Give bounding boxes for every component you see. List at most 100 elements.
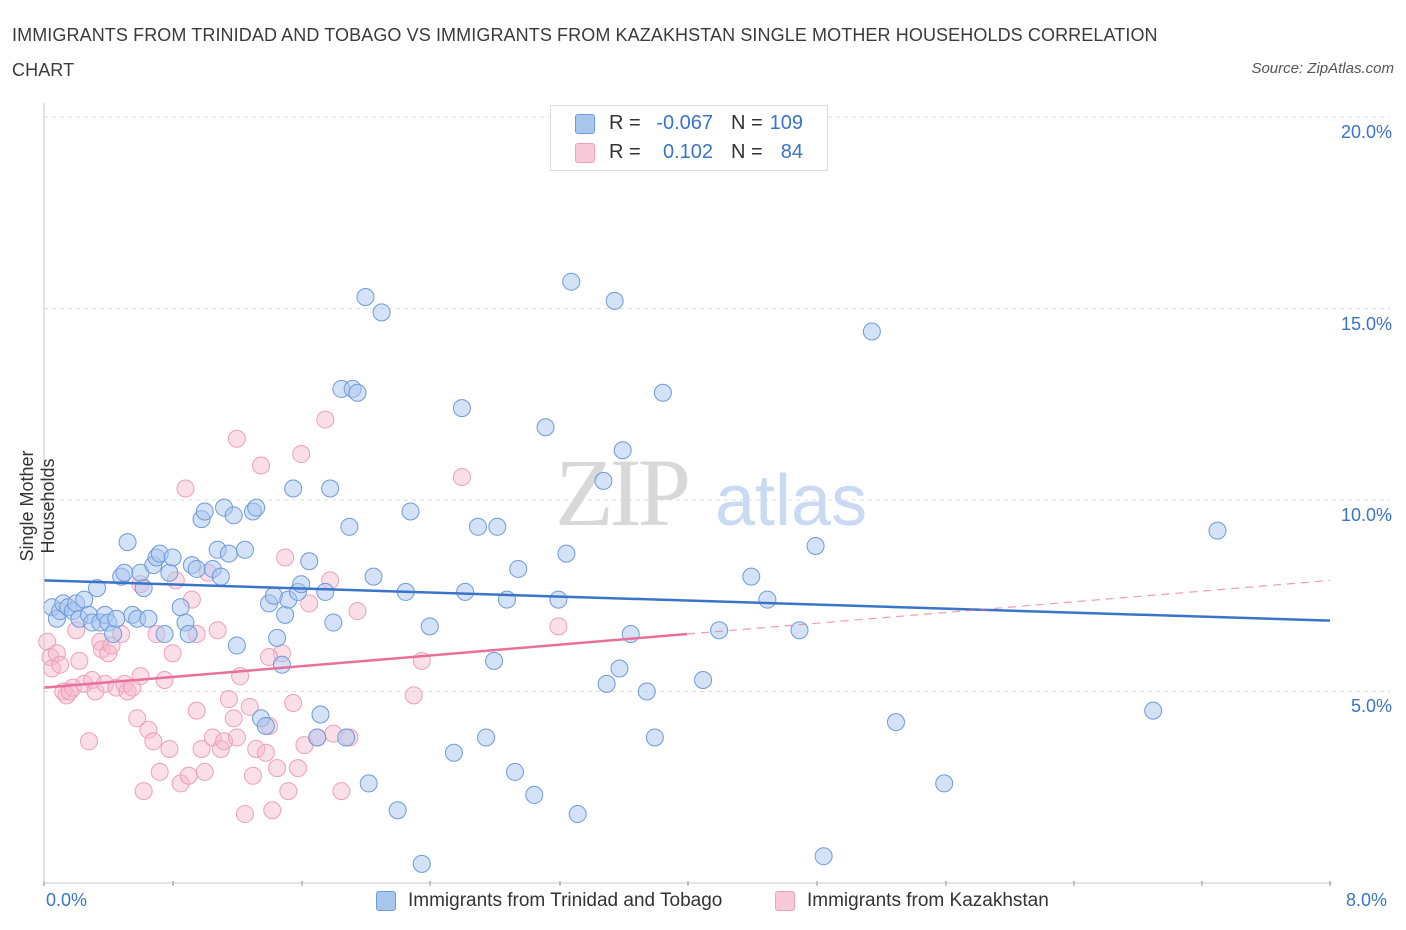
- kazakhstan-point: [316, 410, 335, 429]
- series-kazakhstan-points: [38, 410, 568, 824]
- legend-row-kazakhstan: R = 0.102 N = 84: [551, 139, 827, 167]
- trinidad-point: [235, 540, 254, 559]
- trinidad-point: [549, 590, 568, 609]
- series-trinidad-points: [43, 272, 1227, 873]
- chart-title: IMMIGRANTS FROM TRINIDAD AND TOBAGO VS I…: [12, 25, 1158, 80]
- trinidad-point: [104, 625, 123, 644]
- trinidad-point: [107, 609, 126, 628]
- kazakhstan-point: [150, 762, 169, 781]
- trinidad-point: [862, 322, 881, 341]
- y-tick-label: 20.0%: [1340, 122, 1392, 142]
- trinidad-point: [337, 728, 356, 747]
- trinidad-point: [444, 743, 463, 762]
- trinidad-point: [160, 563, 179, 582]
- legend-swatch-pink: [575, 143, 595, 163]
- legend-r-label: R =: [609, 112, 641, 134]
- trinidad-point: [118, 533, 137, 552]
- trinidad-point: [356, 288, 375, 307]
- trinidad-point: [155, 625, 174, 644]
- trinidad-point: [653, 383, 672, 402]
- trinidad-point: [311, 705, 330, 724]
- kazakhstan-point: [404, 686, 423, 705]
- trinidad-point: [284, 479, 303, 498]
- kazakhstan-point: [134, 782, 153, 801]
- trinidad-point: [316, 582, 335, 601]
- watermark-atlas: atlas: [715, 461, 867, 541]
- trinidad-point: [758, 590, 777, 609]
- legend-n-value: 84: [780, 141, 803, 163]
- kazakhstan-trend-extension: [686, 579, 1331, 635]
- bottom-legend-swatch-pink: [775, 891, 795, 911]
- kazakhstan-point: [348, 602, 367, 621]
- trinidad-point: [452, 399, 471, 418]
- trinidad-point: [645, 728, 664, 747]
- trinidad-point: [1144, 701, 1163, 720]
- x-tick-label: 8.0%: [1346, 890, 1388, 910]
- trinidad-point: [372, 303, 391, 322]
- kazakhstan-point: [187, 701, 206, 720]
- trinidad-point: [227, 636, 246, 655]
- trinidad-point: [401, 502, 420, 521]
- trinidad-point: [163, 548, 182, 567]
- kazakhstan-point: [268, 759, 287, 778]
- trinidad-point: [115, 563, 134, 582]
- trinidad-point: [256, 716, 275, 735]
- trinidad-point: [806, 536, 825, 555]
- trinidad-point: [456, 582, 475, 601]
- trinidad-point: [557, 544, 576, 563]
- kazakhstan-point: [128, 709, 147, 728]
- bottom-legend-label: Immigrants from Trinidad and Tobago: [408, 890, 723, 911]
- trinidad-point: [790, 621, 809, 640]
- trinidad-point: [613, 441, 632, 460]
- trinidad-point: [568, 805, 587, 824]
- trinidad-point: [179, 625, 198, 644]
- trinidad-point: [268, 628, 287, 647]
- kazakhstan-point: [38, 632, 57, 651]
- kazakhstan-point: [263, 801, 282, 820]
- trinidad-point: [247, 498, 266, 517]
- kazakhstan-point: [131, 667, 150, 686]
- kazakhstan-point: [51, 655, 70, 674]
- kazakhstan-point: [163, 644, 182, 663]
- source-credit: Source: ZipAtlas.com: [1251, 60, 1394, 77]
- kazakhstan-point: [192, 739, 211, 758]
- trinidad-point: [886, 713, 905, 732]
- legend-r-value: -0.067: [656, 112, 713, 134]
- kazakhstan-point: [240, 697, 259, 716]
- trinidad-point: [171, 598, 190, 617]
- kazakhstan-point: [288, 759, 307, 778]
- kazakhstan-point: [292, 445, 311, 464]
- kazakhstan-point: [452, 468, 471, 487]
- kazakhstan-point: [144, 732, 163, 751]
- trinidad-point: [340, 517, 359, 536]
- trinidad-point: [505, 762, 524, 781]
- kazakhstan-point: [160, 739, 179, 758]
- trinidad-point: [412, 854, 431, 873]
- trinidad-point: [594, 471, 613, 490]
- legend-n-value: 109: [769, 112, 803, 134]
- trinidad-trend-line: [43, 579, 1331, 622]
- trinidad-point: [525, 785, 544, 804]
- trinidad-point: [562, 272, 581, 291]
- trinidad-point: [637, 682, 656, 701]
- legend-n-label: N =: [731, 141, 763, 163]
- kazakhstan-point: [155, 671, 174, 690]
- kazakhstan-point: [179, 766, 198, 785]
- trinidad-point: [187, 559, 206, 578]
- trinidad-point: [321, 479, 340, 498]
- stats-legend: R = -0.067 N = 109 R = 0.102 N = 84: [550, 105, 828, 171]
- trinidad-point: [814, 847, 833, 866]
- kazakhstan-point: [256, 743, 275, 762]
- kazakhstan-point: [227, 429, 246, 448]
- trinidad-point: [195, 502, 214, 521]
- kazakhstan-point: [219, 690, 238, 709]
- trinidad-point: [292, 575, 311, 594]
- grid-lines: [44, 116, 1390, 692]
- trinidad-point: [1208, 521, 1227, 540]
- y-tick-label: 10.0%: [1340, 505, 1392, 525]
- trinidad-point: [742, 567, 761, 586]
- trinidad-point: [488, 517, 507, 536]
- trinidad-point: [348, 383, 367, 402]
- legend-swatch-blue: [575, 114, 595, 134]
- trinidad-point: [388, 801, 407, 820]
